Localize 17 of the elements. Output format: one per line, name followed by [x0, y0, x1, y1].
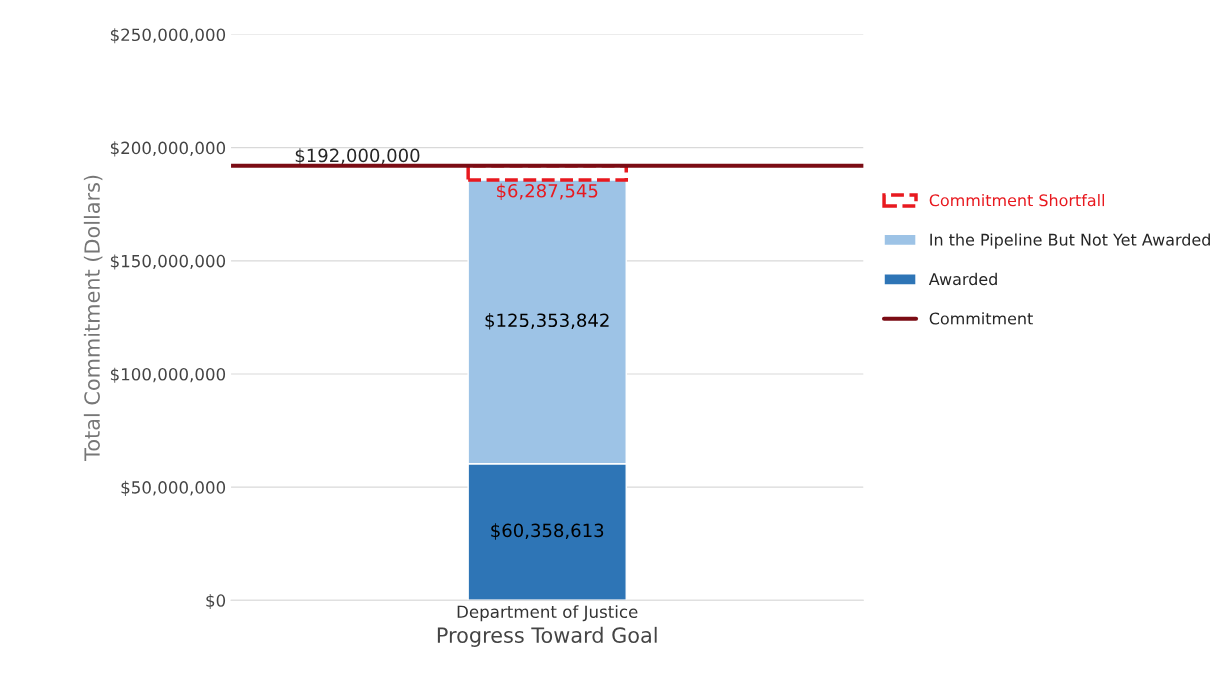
x-tick-label: Department of Justice: [457, 605, 638, 622]
data-label: $125,353,842: [485, 313, 609, 330]
y-tick-label: $250,000,000: [110, 28, 226, 44]
legend-label: In the Pipeline But Not Yet Awarded: [930, 233, 1210, 249]
legend-label: Awarded: [928, 272, 997, 286]
y-tick-label: $150,000,000: [110, 254, 226, 270]
annotation: $192,000,000: [295, 148, 420, 165]
data-label: $60,358,613: [491, 523, 604, 540]
x-axis-title: Progress Toward Goal: [437, 626, 657, 648]
y-tick-label: $0: [206, 593, 226, 610]
y-tick-label: $50,000,000: [121, 480, 226, 496]
legend-label: Commitment Shortfall: [929, 193, 1105, 207]
y-tick-label: $100,000,000: [110, 367, 226, 383]
y-axis-title: Total Commitment (Dollars): [83, 175, 103, 461]
y-tick-label: $200,000,000: [110, 141, 226, 157]
legend-label: Commitment: [929, 312, 1033, 325]
data-label: $6,287,545: [497, 183, 598, 200]
